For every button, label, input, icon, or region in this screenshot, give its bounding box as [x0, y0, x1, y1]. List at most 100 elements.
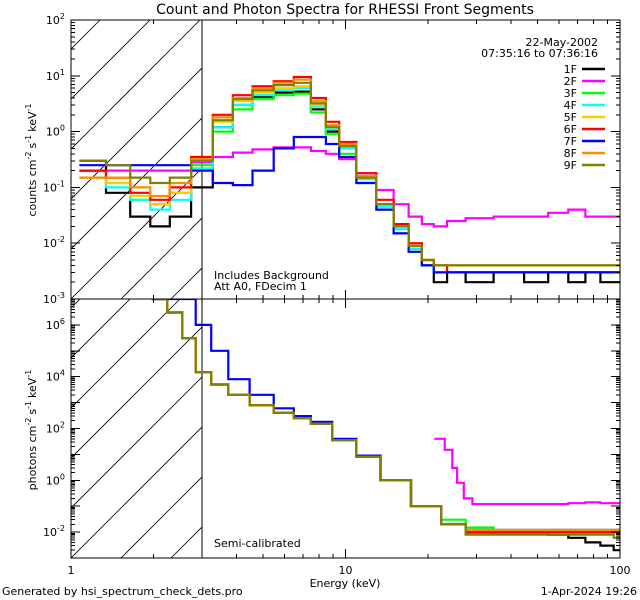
- hatch-line: [271, 299, 530, 558]
- count-series-1F: [79, 90, 620, 284]
- photon-y-tick-label: 100: [46, 472, 65, 487]
- photon-y-label-unit-2: s: [26, 409, 39, 415]
- tick-base: 10: [46, 474, 60, 487]
- hatch-line: [71, 299, 181, 409]
- tick-exponent: 6: [60, 317, 65, 326]
- x-tick-label: 1: [68, 564, 75, 577]
- attenuator-note: Att A0, FDecim 1: [214, 280, 307, 293]
- x-tick-label: 100: [610, 564, 631, 577]
- count-y-label-unit-2: s: [26, 142, 39, 148]
- tick-exponent: 1: [60, 68, 65, 77]
- tick-base: 10: [46, 423, 60, 436]
- photon-y-tick-label: 10-2: [43, 524, 65, 539]
- count-y-label-text: counts cm: [26, 159, 39, 216]
- tick-base: 10: [43, 293, 57, 306]
- count-series-7F: [79, 135, 620, 274]
- photon-y-axis-label: photons cm-2s-1keV-1: [24, 370, 39, 491]
- tick-base: 10: [43, 237, 57, 250]
- tick-base: 10: [46, 70, 60, 83]
- photon-series-4F: [151, 299, 620, 534]
- count-series-2F: [79, 146, 620, 228]
- count-y-tick-label: 10-3: [43, 291, 65, 306]
- excluded-energy-hatch-bottom: [71, 299, 530, 558]
- count-series-group: [79, 75, 620, 284]
- semi-calibrated-note: Semi-calibrated: [214, 537, 301, 550]
- timestamp-footer: 1-Apr-2024 19:26: [541, 585, 637, 598]
- x-tick-label: 10: [339, 564, 353, 577]
- count-y-tick-label: 100: [46, 124, 65, 139]
- legend-label-9F: 9F: [564, 159, 577, 172]
- tick-base: 10: [43, 526, 57, 539]
- photon-plot-frame: [70, 298, 621, 559]
- observation-date: 22-May-2002: [526, 36, 598, 49]
- legend-label-1F: 1F: [564, 63, 577, 76]
- count-y-label-unit-1: -2: [24, 151, 33, 159]
- hatch-line: [71, 299, 131, 359]
- count-y-tick-label: 102: [46, 12, 65, 27]
- count-series-5F: [79, 85, 620, 267]
- legend-label-3F: 3F: [564, 87, 577, 100]
- legend-label-7F: 7F: [564, 135, 577, 148]
- tick-exponent: 4: [60, 369, 65, 378]
- count-series-8F: [79, 78, 620, 267]
- hatch-line: [71, 20, 101, 50]
- photon-y-label-unit-4: keV: [26, 377, 39, 398]
- excluded-energy-hatch-top: [71, 20, 600, 299]
- hatch-line: [71, 20, 201, 150]
- tick-exponent: -2: [57, 524, 65, 533]
- hatch-line: [71, 326, 202, 459]
- hatch-line: [170, 526, 202, 558]
- count-y-axis-label: counts cm-2s-1keV-1: [24, 104, 39, 217]
- count-series-6F: [79, 75, 620, 274]
- tick-exponent: 2: [60, 12, 65, 21]
- legend-label-5F: 5F: [564, 111, 577, 124]
- photon-x-axis: 1 10 100: [68, 299, 631, 577]
- legend-label-4F: 4F: [564, 99, 577, 112]
- hatch-line: [120, 476, 202, 558]
- hatch-line: [71, 20, 151, 100]
- photon-series-5F: [151, 299, 620, 532]
- generated-by-footer: Generated by hsi_spectrum_check_dets.pro: [2, 585, 243, 598]
- hatch-line: [71, 117, 202, 250]
- count-y-tick-label: 10-1: [43, 179, 65, 194]
- hatch-line: [71, 299, 81, 309]
- tick-exponent: 0: [60, 124, 65, 133]
- tick-base: 10: [46, 126, 60, 139]
- photon-y-label-unit-5: -1: [24, 370, 33, 378]
- hatch-line: [71, 426, 202, 558]
- count-y-label-unit-5: -1: [24, 104, 33, 112]
- photon-y-tick-label: 102: [46, 421, 65, 436]
- photon-series-1F: [151, 299, 620, 552]
- hatch-line: [321, 20, 600, 299]
- photon-series-9F: [151, 299, 620, 539]
- photon-series-3F: [151, 299, 620, 532]
- photon-y-tick-label: 104: [46, 369, 65, 384]
- hatch-line: [71, 376, 202, 509]
- legend-label-8F: 8F: [564, 147, 577, 160]
- tick-base: 10: [46, 14, 60, 27]
- photon-y-label-text: photons cm: [26, 426, 39, 491]
- hatch-line: [71, 167, 202, 299]
- time-range: 07:35:16 to 07:36:16: [481, 47, 598, 60]
- photon-y-label-unit-3: -1: [24, 401, 33, 409]
- tick-exponent: 2: [60, 421, 65, 430]
- legend-label-6F: 6F: [564, 123, 577, 136]
- count-x-ticks: [70, 20, 608, 299]
- count-series-9F: [79, 81, 620, 267]
- tick-base: 10: [43, 181, 57, 194]
- photon-series-6F: [151, 299, 620, 534]
- tick-exponent: -1: [57, 179, 65, 188]
- legend-label-2F: 2F: [564, 75, 577, 88]
- tick-base: 10: [46, 371, 60, 384]
- tick-base: 10: [46, 319, 60, 332]
- x-axis-label: Energy (keV): [310, 577, 381, 590]
- count-y-tick-label: 101: [46, 68, 65, 83]
- photon-series-8F: [151, 299, 620, 532]
- count-y-label-unit-4: keV: [26, 111, 39, 132]
- photon-series-7F: [151, 299, 620, 532]
